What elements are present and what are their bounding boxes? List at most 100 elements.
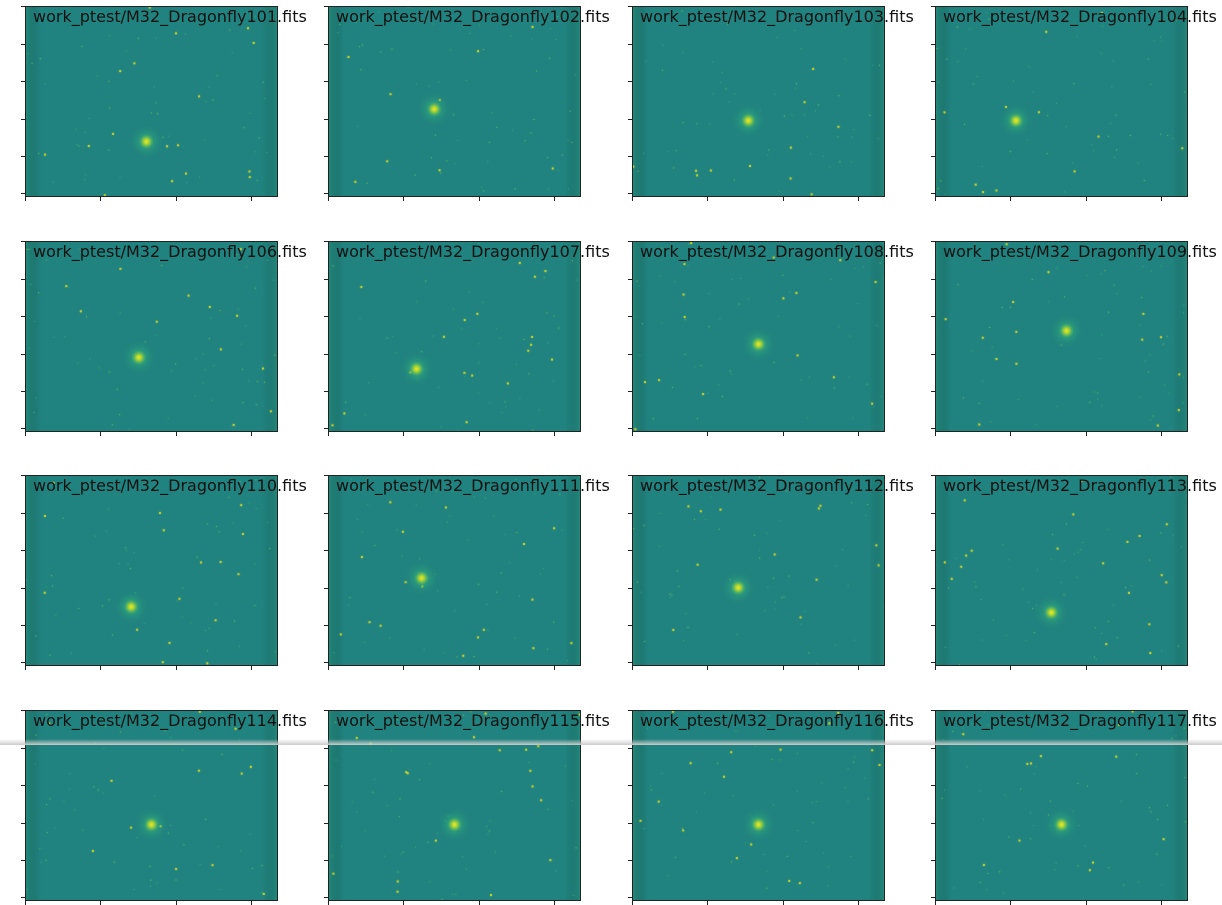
- x-tick: [858, 197, 859, 201]
- y-tick: [21, 785, 25, 786]
- y-tick: [21, 748, 25, 749]
- y-tick: [324, 710, 328, 711]
- axes-frame: [25, 475, 278, 666]
- image-panel: work_ptest/M32_Dragonfly107.fits: [324, 241, 610, 436]
- y-tick: [324, 279, 328, 280]
- y-tick: [931, 279, 935, 280]
- y-tick: [931, 550, 935, 551]
- axes-frame: [25, 6, 278, 197]
- y-tick: [324, 6, 328, 7]
- x-tick: [1010, 432, 1011, 436]
- image-panel: work_ptest/M32_Dragonfly112.fits: [628, 475, 914, 670]
- y-tick: [628, 81, 632, 82]
- image-panel: work_ptest/M32_Dragonfly113.fits: [931, 475, 1217, 670]
- y-tick: [628, 6, 632, 7]
- x-tick: [251, 901, 252, 905]
- panel-title: work_ptest/M32_Dragonfly111.fits: [336, 476, 610, 495]
- x-tick: [403, 197, 404, 201]
- panel-title: work_ptest/M32_Dragonfly107.fits: [336, 242, 610, 261]
- x-tick: [783, 901, 784, 905]
- image-panel: work_ptest/M32_Dragonfly104.fits: [931, 6, 1217, 201]
- axes-frame: [328, 6, 581, 197]
- x-tick: [25, 666, 26, 670]
- x-tick: [1010, 901, 1011, 905]
- y-tick: [324, 513, 328, 514]
- y-tick: [324, 428, 328, 429]
- x-tick: [783, 666, 784, 670]
- y-tick: [628, 44, 632, 45]
- y-tick: [931, 860, 935, 861]
- y-tick: [931, 391, 935, 392]
- y-tick: [21, 354, 25, 355]
- x-tick: [25, 197, 26, 201]
- x-tick: [632, 197, 633, 201]
- x-tick: [935, 666, 936, 670]
- x-tick: [479, 432, 480, 436]
- x-tick: [479, 901, 480, 905]
- axes-frame: [632, 241, 885, 432]
- fits-image: [25, 6, 278, 197]
- x-tick: [935, 432, 936, 436]
- y-tick: [628, 550, 632, 551]
- y-tick: [628, 860, 632, 861]
- y-tick: [628, 748, 632, 749]
- y-tick: [21, 193, 25, 194]
- y-tick: [628, 625, 632, 626]
- axes-frame: [25, 241, 278, 432]
- image-panel: work_ptest/M32_Dragonfly110.fits: [21, 475, 307, 670]
- y-tick: [931, 475, 935, 476]
- panel-title: work_ptest/M32_Dragonfly114.fits: [33, 711, 307, 730]
- y-tick: [628, 316, 632, 317]
- panel-title: work_ptest/M32_Dragonfly116.fits: [640, 711, 914, 730]
- x-tick: [100, 432, 101, 436]
- y-tick: [628, 156, 632, 157]
- panel-title: work_ptest/M32_Dragonfly117.fits: [943, 711, 1217, 730]
- x-tick: [25, 432, 26, 436]
- x-tick: [100, 197, 101, 201]
- fits-image: [935, 475, 1188, 666]
- panel-title: work_ptest/M32_Dragonfly109.fits: [943, 242, 1217, 261]
- y-tick: [324, 662, 328, 663]
- y-tick: [931, 785, 935, 786]
- panel-title: work_ptest/M32_Dragonfly113.fits: [943, 476, 1217, 495]
- panel-title: work_ptest/M32_Dragonfly106.fits: [33, 242, 307, 261]
- fits-image: [328, 475, 581, 666]
- y-tick: [931, 897, 935, 898]
- x-tick: [707, 666, 708, 670]
- y-tick: [628, 785, 632, 786]
- x-tick: [632, 432, 633, 436]
- y-tick: [628, 823, 632, 824]
- x-tick: [251, 432, 252, 436]
- y-tick: [324, 588, 328, 589]
- image-panel: work_ptest/M32_Dragonfly106.fits: [21, 241, 307, 436]
- axes-frame: [328, 475, 581, 666]
- x-tick: [403, 432, 404, 436]
- y-tick: [21, 316, 25, 317]
- panel-title: work_ptest/M32_Dragonfly112.fits: [640, 476, 914, 495]
- y-tick: [324, 475, 328, 476]
- y-tick: [21, 81, 25, 82]
- y-tick: [931, 81, 935, 82]
- y-tick: [628, 428, 632, 429]
- x-tick: [858, 666, 859, 670]
- y-tick: [931, 241, 935, 242]
- x-tick: [1010, 197, 1011, 201]
- axes-frame: [632, 6, 885, 197]
- scroll-shadow: [0, 739, 1222, 745]
- y-tick: [628, 119, 632, 120]
- y-tick: [324, 860, 328, 861]
- x-tick: [632, 901, 633, 905]
- x-tick: [783, 197, 784, 201]
- y-tick: [21, 588, 25, 589]
- y-tick: [931, 354, 935, 355]
- y-tick: [628, 588, 632, 589]
- x-tick: [1161, 901, 1162, 905]
- image-panel: work_ptest/M32_Dragonfly103.fits: [628, 6, 914, 201]
- x-tick: [479, 197, 480, 201]
- y-tick: [931, 316, 935, 317]
- fits-image: [25, 475, 278, 666]
- x-tick: [328, 666, 329, 670]
- y-tick: [324, 897, 328, 898]
- y-tick: [931, 119, 935, 120]
- y-tick: [324, 316, 328, 317]
